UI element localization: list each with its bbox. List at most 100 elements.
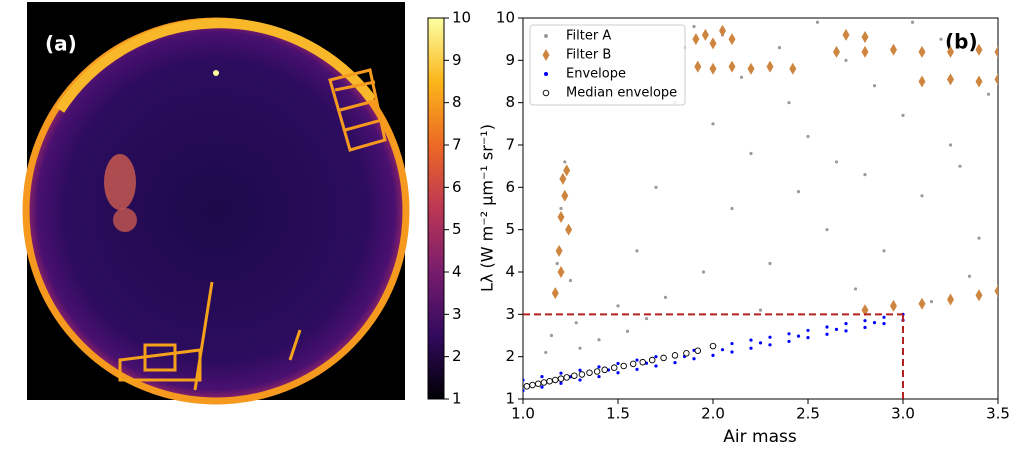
dot-point [578, 378, 582, 382]
panel-label: (a) [45, 32, 77, 56]
dot-point [920, 194, 924, 198]
circle-point [620, 362, 627, 370]
colorbar-tick-label: 6 [452, 178, 462, 196]
structure [118, 281, 302, 391]
dot-point [787, 101, 791, 105]
diamond-point [975, 75, 983, 88]
diamond-point [994, 73, 998, 86]
dot-point [806, 328, 810, 333]
dot-point [692, 24, 696, 29]
circle-point [648, 356, 656, 364]
dot-point [977, 236, 981, 240]
circle-point [563, 374, 570, 381]
diamond-point [994, 45, 998, 58]
legend-label: Filter B [566, 48, 611, 63]
dot-point [701, 270, 706, 274]
dot-point [806, 336, 810, 340]
dot-point [568, 278, 573, 283]
circle-point [593, 368, 601, 375]
dot-point [834, 160, 839, 164]
dot-point [544, 72, 548, 76]
diamond-point [861, 31, 869, 44]
colorbar [427, 17, 445, 400]
dot-point [853, 287, 858, 291]
dot-point [787, 339, 791, 344]
dot-point [872, 320, 877, 325]
diamond-point [557, 210, 565, 223]
dot-point [758, 308, 763, 312]
dot-point [901, 113, 905, 117]
colorbar-tick-label: 10 [452, 9, 471, 27]
circle-point [671, 352, 679, 359]
diamond-point [833, 45, 840, 58]
dot-point [882, 249, 886, 253]
dot-point [578, 368, 582, 372]
circle-point [540, 379, 548, 386]
diamond-point [692, 33, 700, 46]
dot-point [616, 361, 620, 366]
legend-box [529, 24, 686, 106]
diamond-point [701, 28, 709, 41]
sky-image: (a) [22, 2, 445, 405]
sky-disc [28, 23, 404, 399]
y-tick-label: 3 [505, 305, 515, 323]
dot-point [758, 341, 763, 345]
dot-point [825, 325, 829, 329]
dot-point [749, 151, 753, 156]
dot-point [635, 358, 639, 362]
circle-point [683, 350, 690, 357]
circle-point [542, 89, 550, 97]
dot-point [663, 295, 668, 299]
dot-point [616, 371, 620, 375]
x-axis-label: Air mass [723, 427, 797, 447]
diamond-point [975, 43, 983, 56]
dot-point [948, 143, 953, 147]
diamond-point [559, 172, 567, 185]
dot-point [559, 371, 563, 375]
y-tick-label: 1 [505, 390, 515, 408]
bright-horizon [55, 18, 377, 113]
diamond-point [551, 287, 559, 300]
circle-point [578, 371, 586, 378]
y-axis-label: Lλ (W m⁻² µm⁻¹ sr⁻¹) [478, 124, 497, 292]
dot-point [787, 332, 791, 336]
dot-point [796, 334, 801, 338]
dot-point [958, 164, 962, 168]
dot-point [967, 274, 972, 278]
y-tick-label: 10 [496, 9, 515, 27]
diamond-point [557, 266, 565, 278]
diamond-point [766, 60, 774, 73]
dot-point [549, 333, 554, 338]
dot-point [739, 75, 744, 79]
dot-point [644, 316, 649, 321]
structure [328, 68, 387, 152]
diamond-point [555, 244, 563, 257]
dot-point [910, 20, 915, 24]
dot-point [730, 206, 734, 211]
diamond-point [994, 285, 998, 298]
dot-point [720, 348, 725, 352]
circle-point [529, 381, 536, 389]
y-tick-label: 2 [505, 347, 515, 365]
dot-point [523, 378, 525, 382]
dot-point [711, 122, 715, 126]
diamond-point [694, 60, 702, 73]
dot-point [597, 338, 601, 342]
circle-point [629, 360, 637, 368]
diamond-point [890, 43, 897, 56]
dot-point [559, 206, 563, 211]
dot-point [882, 322, 886, 326]
dot-point [844, 322, 848, 326]
dot-point [574, 321, 578, 325]
dot-point [825, 228, 829, 232]
dot-point [749, 338, 753, 342]
dot-point [616, 304, 620, 308]
dot-point [597, 365, 601, 369]
circle-point [694, 347, 702, 354]
diamond-point [728, 60, 736, 73]
circle-point [523, 383, 531, 390]
diamond-point [563, 164, 571, 177]
x-tick-label: 2.5 [796, 405, 820, 423]
diamond-point [890, 299, 897, 312]
